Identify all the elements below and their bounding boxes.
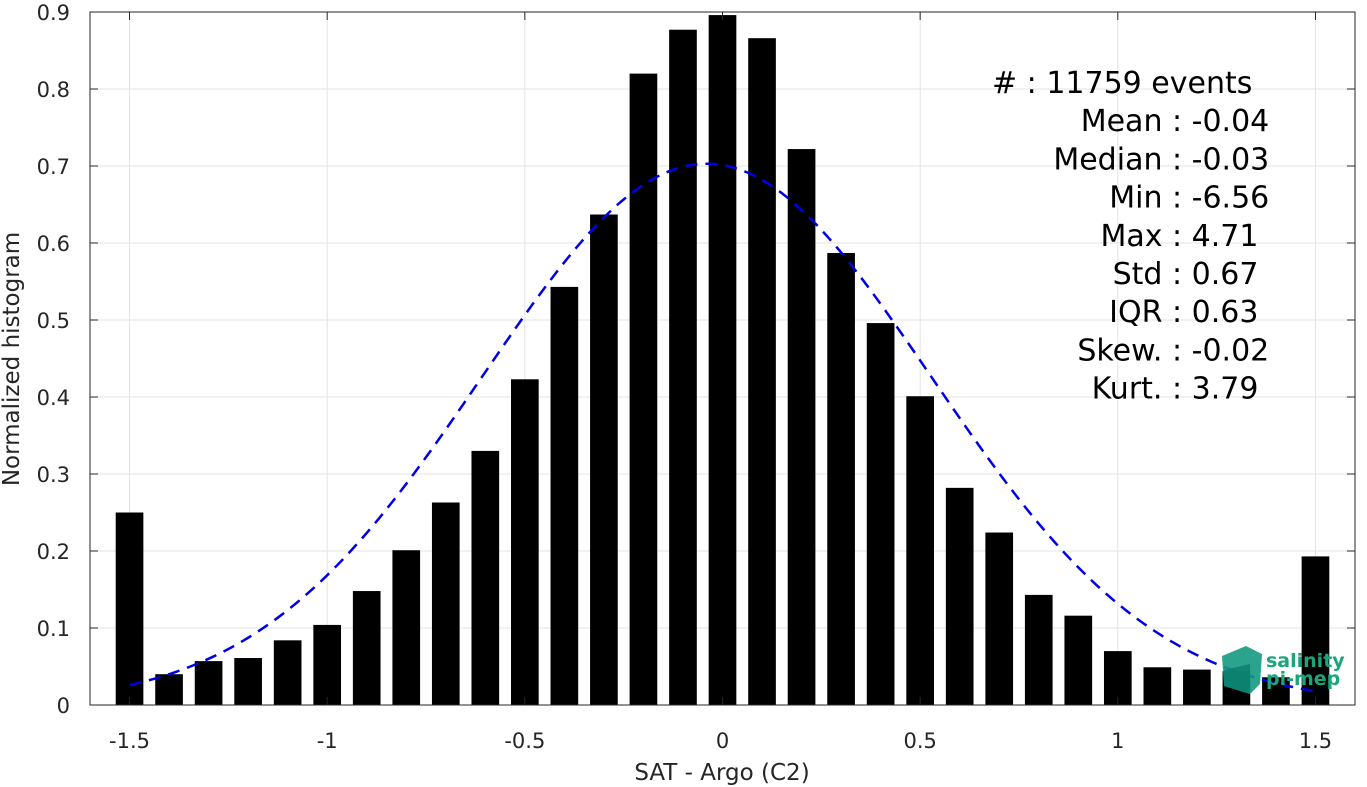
histogram-bar	[1183, 669, 1211, 705]
histogram-bars	[115, 15, 1330, 706]
stat-line: Max : 4.71	[1100, 219, 1258, 254]
stat-line: IQR : 0.63	[1109, 295, 1258, 330]
histogram-bar	[194, 661, 223, 705]
histogram-bar	[313, 624, 342, 705]
stat-line: Kurt. : 3.79	[1092, 372, 1259, 407]
histogram-bar	[392, 550, 421, 705]
histogram-bar	[669, 29, 697, 705]
histogram-bar	[234, 658, 262, 705]
histogram-bar	[511, 379, 539, 705]
histogram-bar	[945, 487, 974, 705]
histogram-bar	[590, 214, 618, 705]
x-tick-label: 1	[1111, 729, 1124, 753]
stat-line: Std : 0.67	[1113, 257, 1259, 292]
stat-line: Skew. : -0.02	[1077, 333, 1269, 368]
y-tick-label: 0.2	[37, 540, 70, 564]
y-tick-label: 0.5	[37, 309, 70, 333]
y-axis-label: Normalized histogram	[0, 232, 25, 486]
logo-mark-shade-icon	[1224, 664, 1250, 694]
histogram-bar	[550, 286, 579, 705]
histogram-bar	[1024, 594, 1053, 705]
y-tick-label: 0.7	[37, 155, 70, 179]
x-axis-ticks: -1.5 -1 -0.5 0 0.5 1 1.5	[109, 12, 1332, 753]
y-tick-label: 0.3	[37, 463, 70, 487]
histogram-bar	[629, 73, 658, 706]
x-tick-label: 1.5	[1299, 729, 1332, 753]
histogram-bar	[827, 253, 855, 705]
x-tick-label: -0.5	[504, 729, 545, 753]
histogram-bar	[787, 149, 816, 705]
logo-line1: salinity	[1266, 650, 1345, 672]
histogram-bar	[1103, 651, 1132, 705]
x-tick-label: -1	[317, 729, 338, 753]
histogram-bar	[1143, 667, 1172, 705]
histogram-bar	[748, 38, 776, 706]
y-tick-label: 0.4	[37, 386, 70, 410]
histogram-bar	[866, 323, 895, 705]
y-tick-label: 0.6	[37, 232, 70, 256]
histogram-bar	[471, 450, 500, 705]
histogram-bar	[115, 512, 144, 705]
logo-line2: pi-mep	[1266, 668, 1340, 690]
stat-line: Median : -0.03	[1053, 142, 1269, 177]
x-tick-label: 0	[716, 729, 729, 753]
y-tick-label: 0.1	[37, 617, 70, 641]
y-tick-label: 0.8	[37, 78, 70, 102]
y-tick-label: 0.9	[37, 1, 70, 25]
histogram-bar	[352, 591, 381, 705]
histogram-bar	[1301, 556, 1330, 705]
x-tick-label: -1.5	[109, 729, 150, 753]
histogram-bar	[431, 502, 460, 705]
y-tick-label: 0	[57, 694, 70, 718]
x-tick-label: 0.5	[903, 729, 936, 753]
normal-fit-curve	[129, 162, 1316, 693]
histogram-bar	[708, 15, 737, 705]
histogram-bar	[155, 674, 183, 705]
histogram-bar	[1064, 615, 1093, 705]
stat-line: Min : -6.56	[1109, 181, 1269, 216]
y-axis-ticks: 0 0.1 0.2 0.3 0.4 0.5 0.6 0.7 0.8 0.9	[37, 1, 1355, 718]
salinity-pimep-logo: salinity pi-mep	[1222, 646, 1345, 694]
stat-line: # : 11759 events	[992, 66, 1252, 101]
histogram-bar	[273, 640, 302, 705]
histogram-bar	[906, 396, 934, 705]
stat-line: Mean : -0.04	[1081, 104, 1270, 139]
histogram-bar	[985, 532, 1014, 705]
x-axis-label: SAT - Argo (C2)	[634, 760, 809, 786]
